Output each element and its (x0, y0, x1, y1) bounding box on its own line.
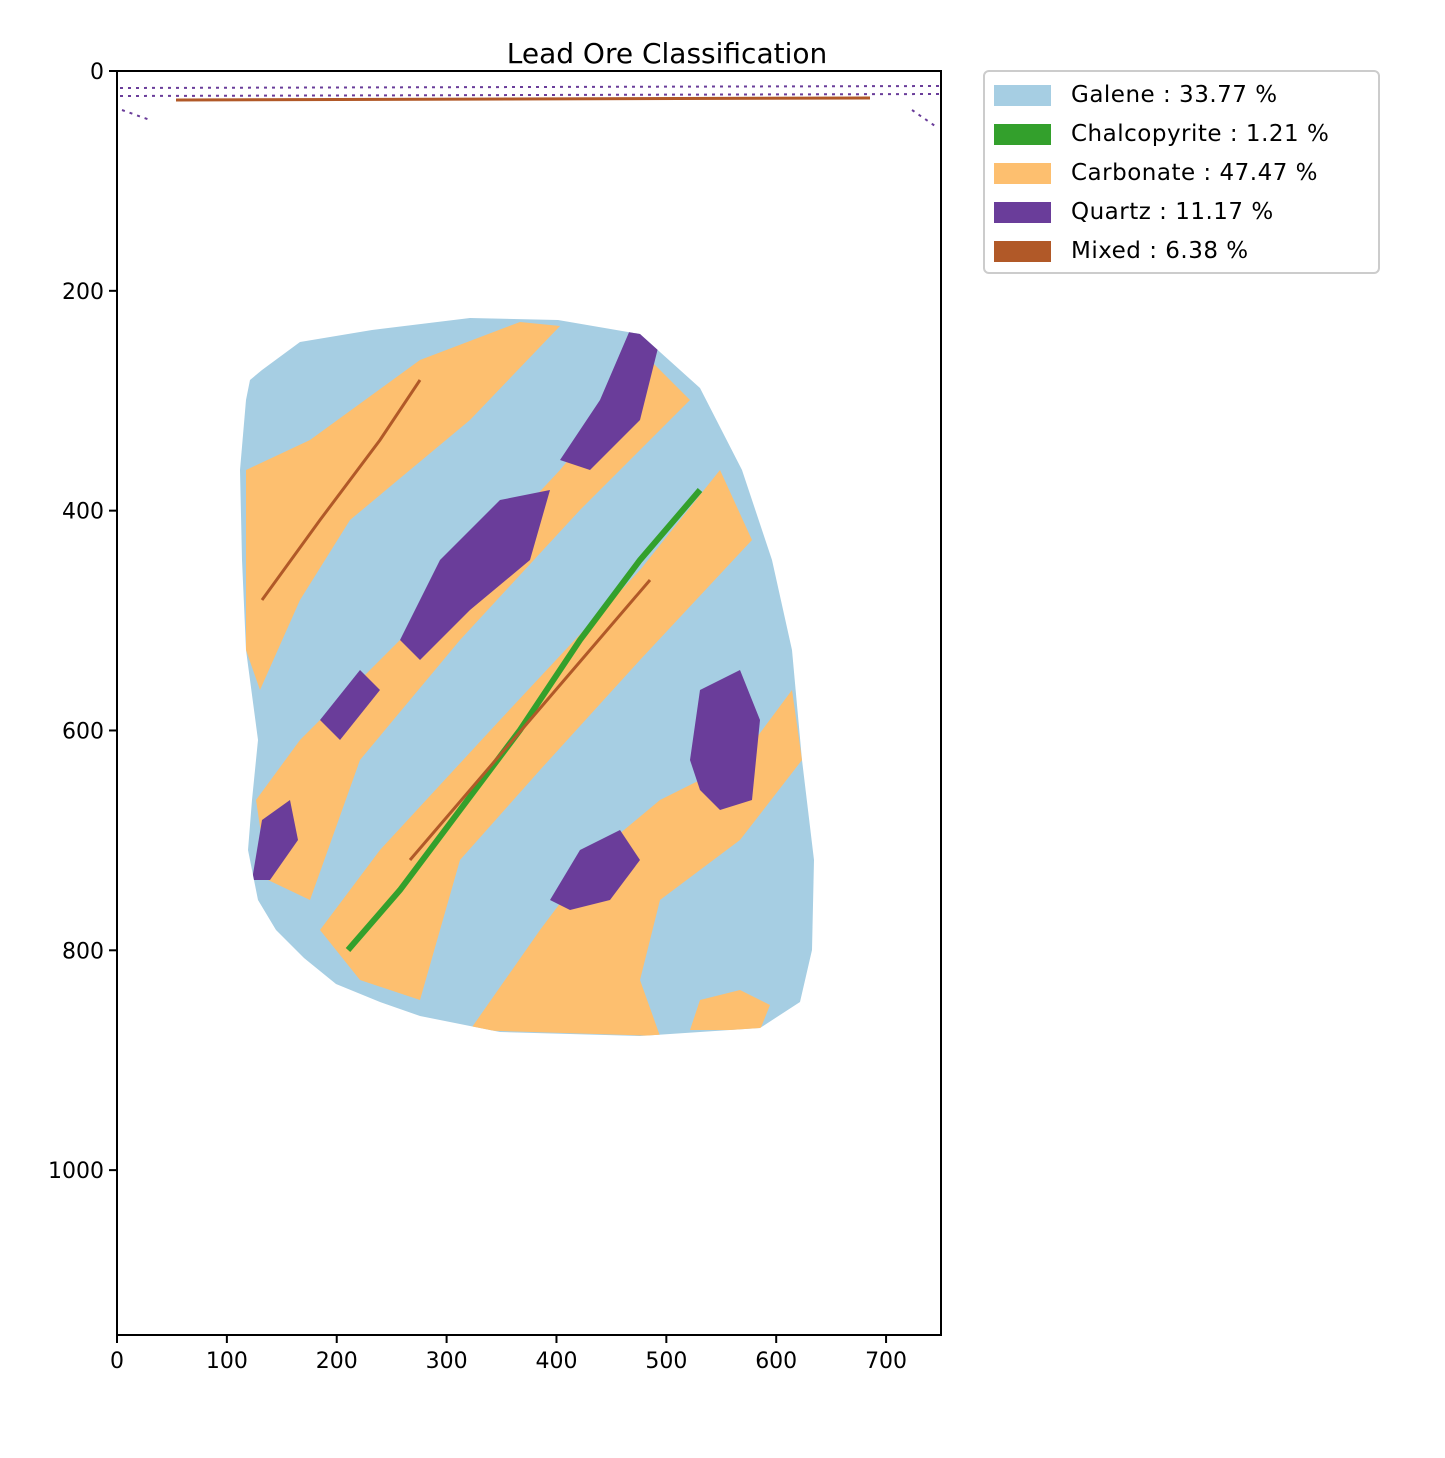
mixed-band-top (175, 96, 871, 102)
x-tick-label: 300 (426, 1349, 468, 1374)
carbonate-region (320, 470, 752, 1000)
quartz-speckle-top (119, 85, 941, 129)
y-tick-label: 1000 (48, 1159, 104, 1184)
legend: Galene : 33.77 % Chalcopyrite : 1.21 % Car… (983, 70, 1380, 274)
plot-frame (116, 70, 942, 1336)
mixed-vein (260, 379, 422, 601)
x-tick-label: 0 (110, 1349, 124, 1374)
mixed-vein (408, 579, 652, 861)
carbonate-region (256, 360, 690, 900)
legend-swatch (994, 84, 1051, 106)
legend-label: Mixed : 6.38 % (1071, 238, 1249, 264)
legend-label: Chalcopyrite : 1.21 % (1071, 121, 1330, 147)
x-axis: 0 100 200 300 400 500 600 700 (110, 1335, 907, 1374)
x-tick-label: 100 (206, 1349, 248, 1374)
carbonate-region (690, 990, 770, 1030)
y-tick-label: 800 (62, 939, 104, 964)
quartz-region (560, 330, 660, 470)
x-tick-label: 500 (645, 1349, 687, 1374)
legend-item: Galene : 33.77 % (994, 80, 1278, 110)
quartz-region (252, 800, 298, 880)
sample-region (240, 318, 814, 1036)
chart-title: Lead Ore Classification (507, 37, 828, 70)
quartz-region (400, 490, 550, 660)
legend-label: Carbonate : 47.47 % (1071, 160, 1319, 186)
legend-label: Galene : 33.77 % (1071, 82, 1278, 108)
quartz-region (690, 670, 760, 810)
legend-item: Carbonate : 47.47 % (994, 158, 1318, 188)
legend-swatch (994, 162, 1051, 184)
legend-item: Quartz : 11.17 % (994, 197, 1274, 227)
x-tick-label: 700 (865, 1349, 907, 1374)
classification-map (119, 85, 941, 1036)
y-tick-label: 400 (62, 500, 104, 525)
quartz-region (550, 830, 640, 910)
legend-item: Chalcopyrite : 1.21 % (994, 119, 1329, 149)
x-tick-label: 600 (755, 1349, 797, 1374)
legend-item: Mixed : 6.38 % (994, 236, 1249, 266)
legend-label: Quartz : 11.17 % (1071, 199, 1274, 225)
y-axis: 0 200 400 600 800 1000 (48, 60, 117, 1184)
y-tick-label: 600 (62, 719, 104, 744)
legend-swatch (994, 201, 1051, 223)
y-tick-label: 200 (62, 280, 104, 305)
y-tick-label: 0 (90, 60, 104, 85)
x-tick-label: 200 (316, 1349, 358, 1374)
x-tick-label: 400 (535, 1349, 577, 1374)
quartz-region (320, 670, 380, 740)
legend-swatch (994, 240, 1051, 262)
carbonate-region (246, 322, 560, 690)
legend-swatch (994, 123, 1051, 145)
